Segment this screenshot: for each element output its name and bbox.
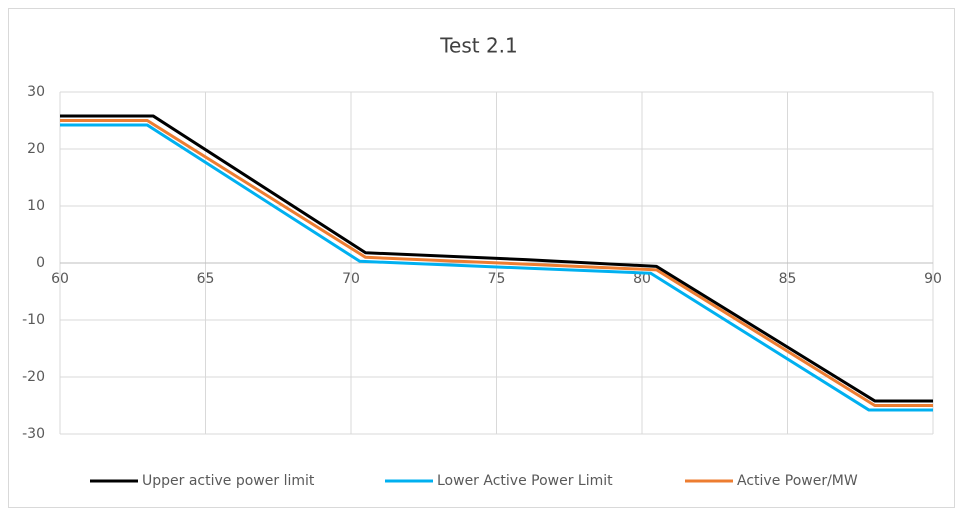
y-tick-label: 0 [36, 255, 45, 271]
x-tick-label: 65 [197, 271, 215, 287]
x-tick-label: 80 [633, 271, 651, 287]
y-tick-label: -30 [22, 426, 45, 442]
chart-title: Test 2.1 [439, 34, 518, 58]
y-tick-label: 10 [27, 198, 45, 214]
x-tick-label: 90 [924, 271, 942, 287]
x-tick-label: 85 [779, 271, 797, 287]
x-tick-label: 75 [488, 271, 506, 287]
x-tick-label: 60 [51, 271, 69, 287]
series-line [60, 114, 933, 403]
y-tick-label: 30 [27, 84, 45, 100]
y-tick-label: 20 [27, 141, 45, 157]
legend-label: Lower Active Power Limit [437, 473, 613, 489]
legend-label: Active Power/MW [737, 473, 858, 489]
y-tick-label: -10 [22, 312, 45, 328]
x-tick-label: 70 [342, 271, 360, 287]
series-line [60, 123, 933, 412]
y-tick-label: -20 [22, 369, 45, 385]
legend-label: Upper active power limit [142, 473, 315, 489]
series-line [60, 119, 933, 407]
